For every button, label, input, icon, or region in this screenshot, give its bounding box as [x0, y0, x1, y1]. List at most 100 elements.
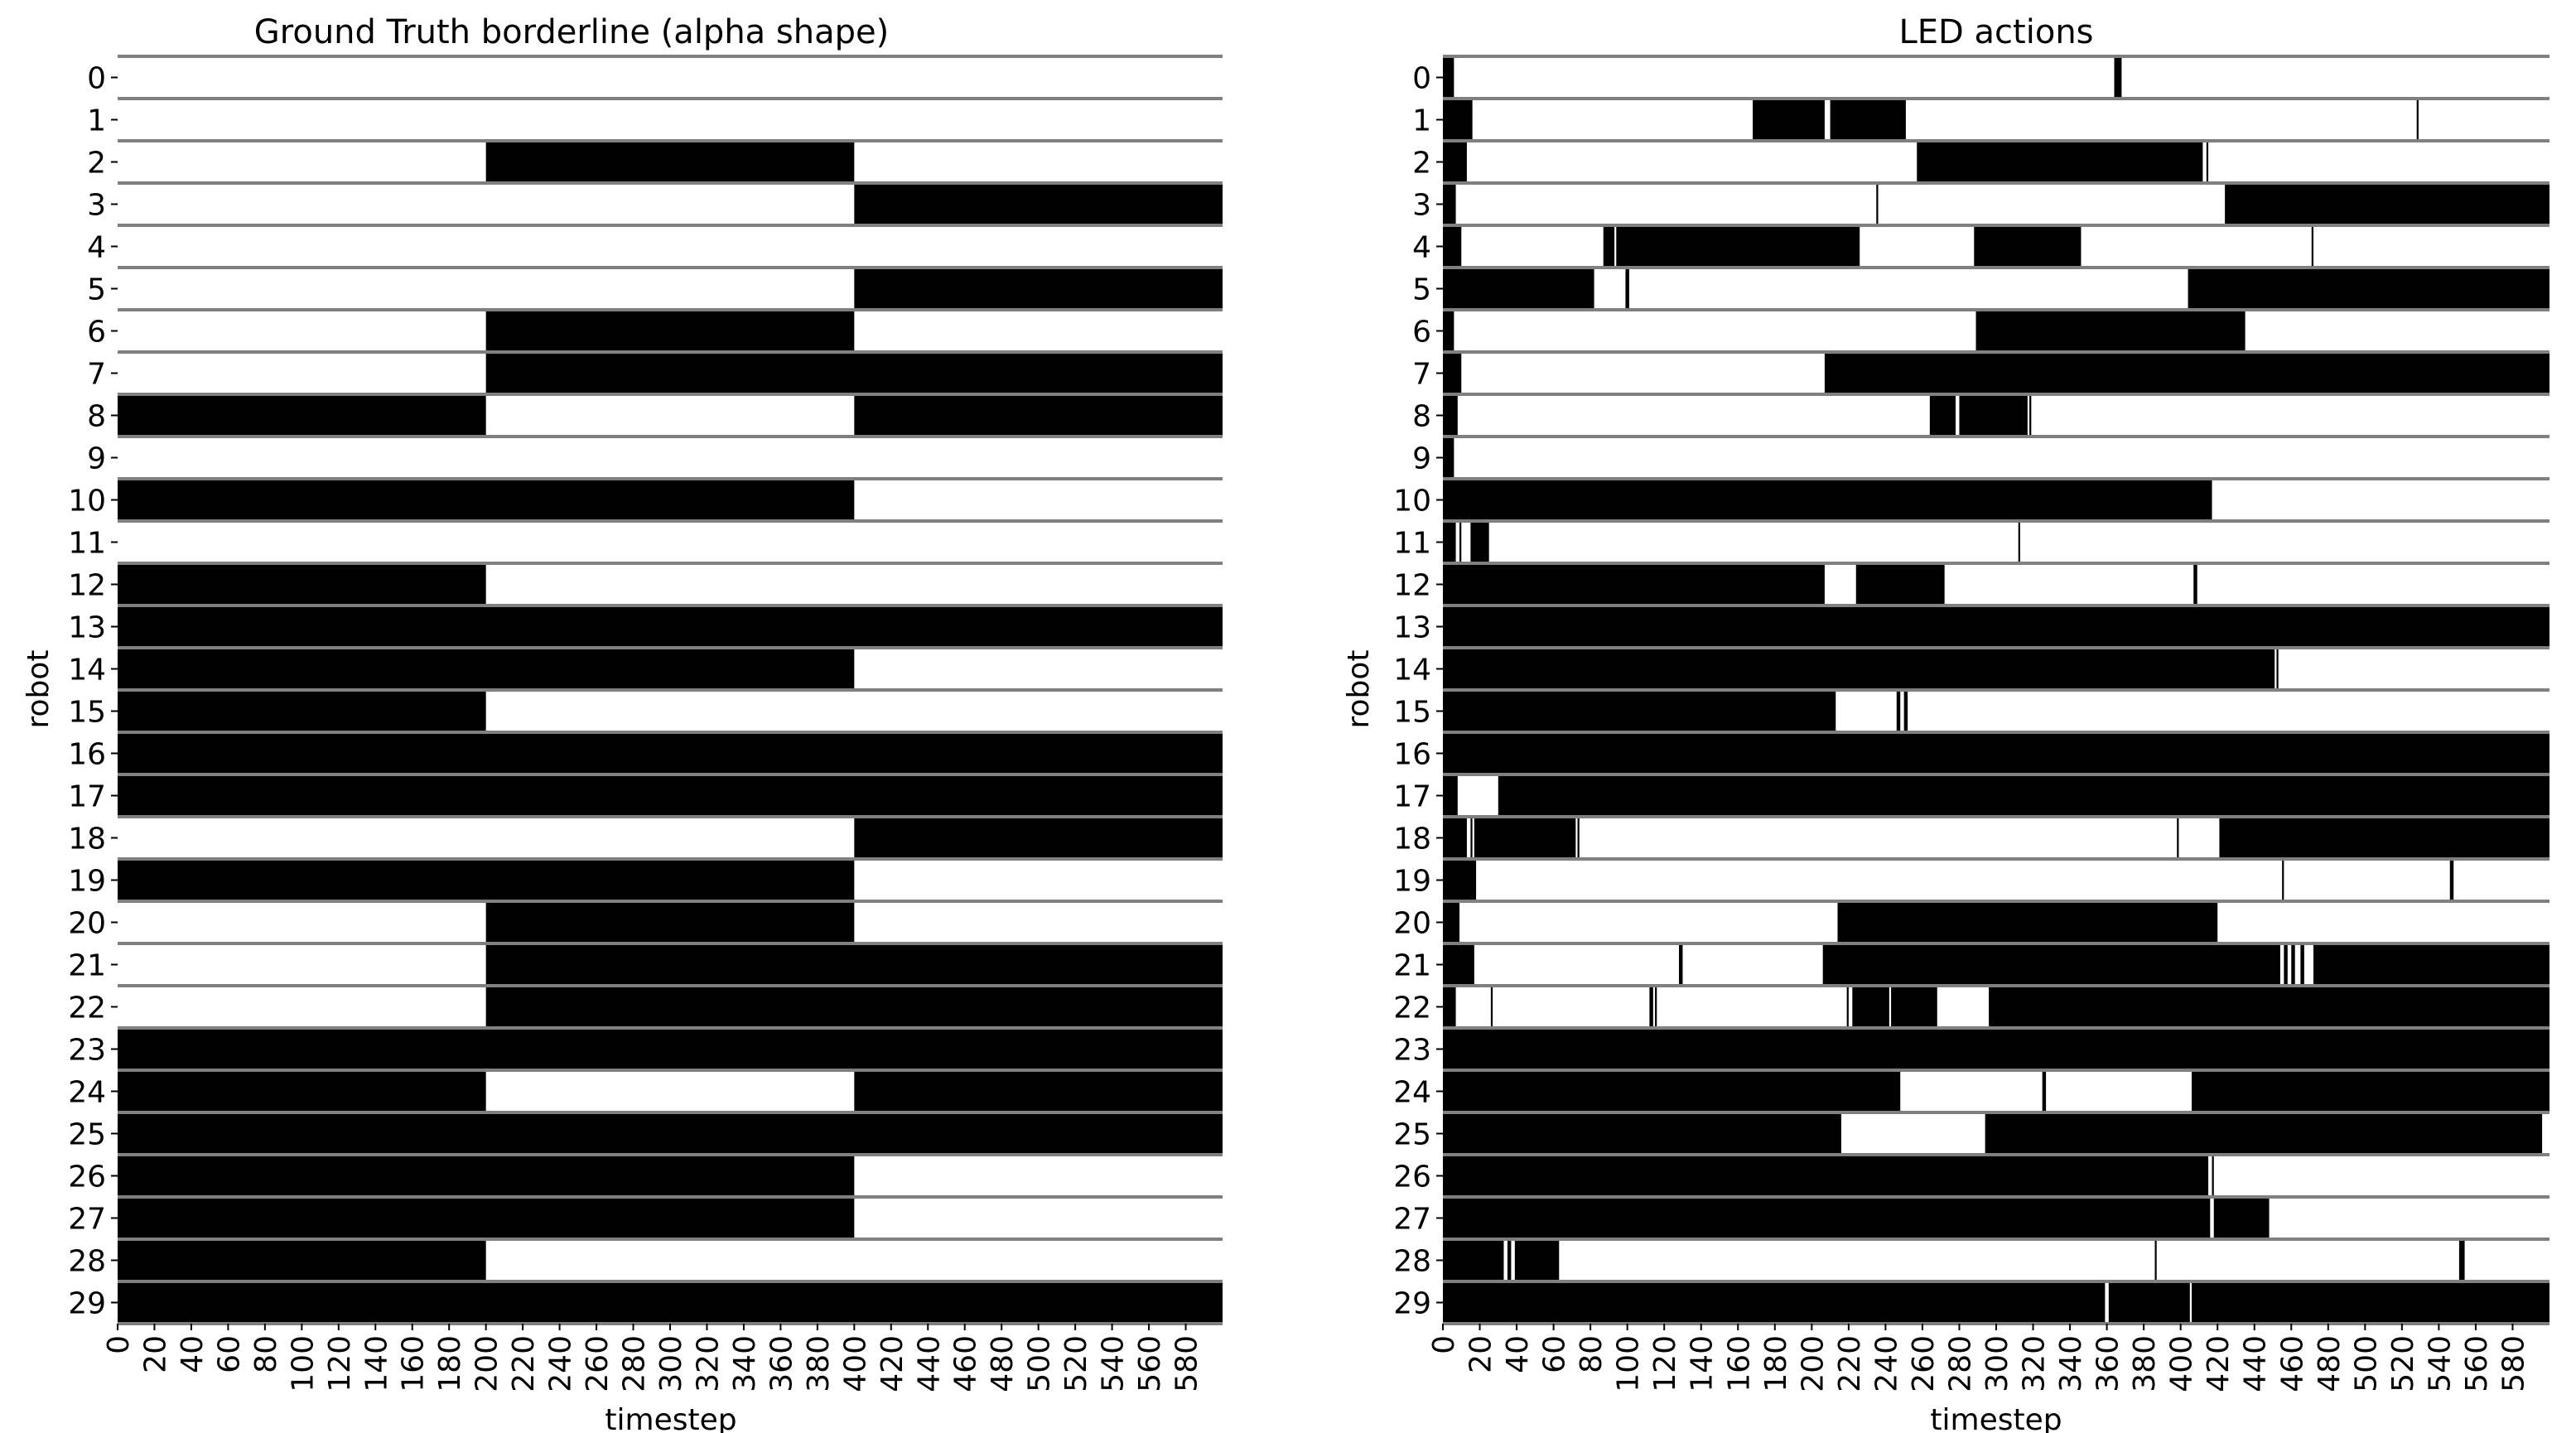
ground-truth-robot-label: 13 [68, 611, 106, 645]
led-actions-robot-label: 16 [1393, 738, 1431, 772]
ground-truth-robot-label: 21 [68, 949, 106, 983]
led-actions-on-segment [1443, 1197, 2211, 1239]
led-actions-robot-label: 12 [1393, 569, 1431, 603]
ground-truth-robot-label: 26 [68, 1160, 106, 1194]
led-actions-robot-label: 26 [1393, 1160, 1431, 1194]
ground-truth-on-segment [118, 1070, 486, 1112]
led-actions-on-segment [1822, 943, 2280, 986]
led-actions-on-segment [1876, 183, 1879, 225]
ground-truth-x-tick-label: 360 [765, 1335, 798, 1392]
ground-truth-on-segment [118, 774, 1223, 817]
led-actions-panel: LED actions robot timestep 0123456789101… [1342, 13, 2549, 1433]
led-actions-on-segment [1917, 141, 2203, 183]
ground-truth-robot-label: 29 [68, 1287, 106, 1321]
ground-truth-x-tick-label: 180 [433, 1335, 467, 1392]
led-actions-on-segment [1824, 352, 2549, 394]
ground-truth-on-segment [118, 732, 1223, 774]
led-actions-on-segment [2291, 943, 2295, 986]
ground-truth-on-segment [854, 1070, 1223, 1112]
ground-truth-row-background [118, 225, 1223, 268]
ground-truth-y-axis-label: robot [22, 649, 55, 728]
led-actions-x-ticks: 0 20 40 60 80 100 120 140 160 180 200 220 240 260 280 3… [1427, 1324, 2530, 1392]
ground-truth-x-tick-label: 20 [138, 1335, 172, 1373]
led-actions-title: LED actions [1898, 13, 2093, 51]
led-actions-on-segment [2192, 1070, 2549, 1112]
led-actions-on-segment [1443, 268, 1594, 310]
led-actions-x-tick-label: 520 [2386, 1335, 2420, 1392]
ground-truth-x-tick-label: 240 [544, 1335, 578, 1392]
ground-truth-robot-label: 22 [68, 992, 106, 1025]
led-actions-on-segment [2416, 99, 2419, 141]
led-actions-on-segment [2219, 817, 2549, 859]
ground-truth-x-tick-label: 80 [249, 1335, 283, 1373]
led-actions-robot-label: 8 [1412, 400, 1431, 434]
ground-truth-robot-label: 10 [68, 485, 106, 519]
led-actions-robot-label: 20 [1393, 907, 1431, 941]
led-actions-on-segment [1443, 606, 2549, 648]
led-actions-robot-label: 23 [1393, 1034, 1431, 1068]
ground-truth-robot-label: 4 [87, 231, 106, 265]
led-actions-on-segment [1443, 141, 1467, 183]
led-actions-on-segment [1443, 56, 1454, 99]
led-actions-x-tick-label: 140 [1686, 1335, 1720, 1392]
led-actions-on-segment [1443, 310, 1454, 352]
led-actions-y-axis-label: robot [1342, 649, 1376, 728]
ground-truth-on-segment [118, 606, 1223, 648]
ground-truth-x-tick-label: 560 [1133, 1335, 1167, 1392]
ground-truth-on-segment [485, 141, 855, 183]
ground-truth-y-tick-labels: 0123456789101112131415161718192021222324… [68, 62, 118, 1321]
led-actions-x-tick-label: 280 [1943, 1335, 1977, 1392]
led-actions-x-tick-label: 220 [1833, 1335, 1867, 1392]
led-actions-cells [1443, 56, 2549, 1324]
led-actions-x-tick-label: 300 [1980, 1335, 2014, 1392]
ground-truth-robot-label: 9 [87, 442, 106, 476]
led-actions-row-background [1443, 521, 2549, 563]
led-actions-robot-label: 1 [1412, 104, 1431, 138]
led-actions-robot-label: 2 [1412, 147, 1431, 181]
led-actions-robot-label: 22 [1393, 992, 1431, 1025]
ground-truth-robot-label: 23 [68, 1034, 106, 1068]
led-actions-robot-label: 25 [1393, 1118, 1431, 1152]
ground-truth-x-tick-label: 60 [212, 1335, 246, 1373]
led-actions-on-segment [1753, 99, 1825, 141]
led-actions-x-tick-label: 580 [2496, 1335, 2530, 1392]
led-actions-on-segment [1443, 648, 2275, 690]
led-actions-on-segment [2018, 521, 2020, 563]
led-actions-robot-label: 10 [1393, 485, 1431, 519]
ground-truth-on-segment [118, 1112, 1223, 1155]
led-actions-on-segment [2458, 1239, 2465, 1281]
ground-truth-robot-label: 28 [68, 1245, 106, 1279]
ground-truth-x-tick-label: 340 [728, 1335, 762, 1392]
ground-truth-on-segment [118, 859, 855, 901]
ground-truth-robot-label: 2 [87, 147, 106, 181]
led-actions-x-tick-label: 360 [2091, 1335, 2125, 1392]
ground-truth-on-segment [485, 352, 1223, 394]
ground-truth-x-tick-label: 300 [654, 1335, 688, 1392]
led-actions-x-tick-label: 420 [2202, 1335, 2236, 1392]
led-actions-on-segment [1443, 1281, 2106, 1324]
led-actions-on-segment [1470, 521, 1489, 563]
led-actions-on-segment [1514, 1239, 1560, 1281]
ground-truth-robot-label: 7 [87, 358, 106, 392]
led-actions-robot-label: 19 [1393, 865, 1431, 899]
ground-truth-on-segment [485, 901, 855, 943]
led-actions-on-segment [1507, 1239, 1512, 1281]
led-actions-on-segment [1443, 1112, 1841, 1155]
ground-truth-x-tick-label: 100 [286, 1335, 320, 1392]
led-actions-on-segment [1443, 901, 1460, 943]
led-actions-on-segment [1498, 774, 2549, 817]
led-actions-on-segment [1443, 817, 1467, 859]
ground-truth-on-segment [118, 1028, 1223, 1070]
led-actions-on-segment [1679, 943, 1683, 986]
led-actions-on-segment [2193, 563, 2197, 606]
led-actions-on-segment [2042, 1070, 2047, 1112]
led-actions-x-tick-label: 480 [2313, 1335, 2347, 1392]
led-actions-on-segment [1443, 437, 1454, 479]
led-actions-on-segment [1896, 690, 1901, 732]
led-actions-on-segment [2108, 1281, 2190, 1324]
led-actions-robot-label: 17 [1393, 780, 1431, 814]
led-actions-on-segment [2276, 648, 2279, 690]
ground-truth-title: Ground Truth borderline (alpha shape) [254, 13, 889, 51]
led-actions-robot-label: 0 [1412, 62, 1431, 96]
led-actions-x-tick-label: 240 [1869, 1335, 1903, 1392]
